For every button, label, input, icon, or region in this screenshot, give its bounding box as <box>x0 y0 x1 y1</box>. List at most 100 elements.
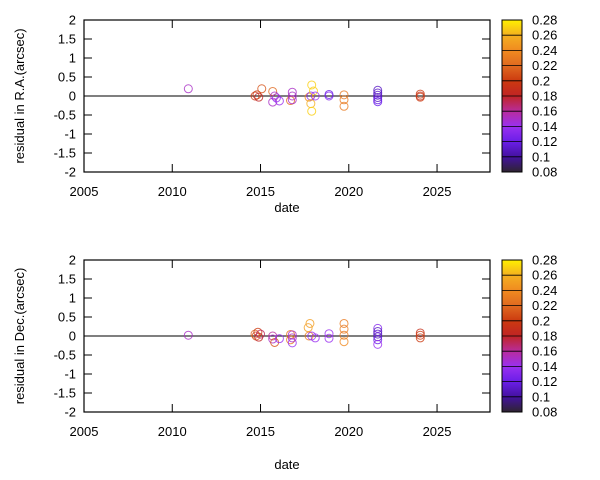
data-point <box>339 318 349 328</box>
x-tick-label: 2015 <box>246 184 275 199</box>
y-tick-label: 1.5 <box>58 32 76 47</box>
data-point <box>339 90 349 100</box>
data-point <box>415 328 425 338</box>
y-tick-label: 0 <box>69 89 76 104</box>
data-point <box>373 85 383 95</box>
y-tick-label: 2 <box>69 253 76 268</box>
data-point <box>373 329 383 339</box>
y-tick-label: -1.5 <box>54 146 76 161</box>
y-axis-label: residual in R.A.(arcsec) <box>12 28 27 163</box>
y-tick-label: -0.5 <box>54 108 76 123</box>
ra-residual-panel: residual in R.A.(arcsec) date -2 -1.5 -1 -0… <box>12 13 557 216</box>
data-point <box>373 335 383 345</box>
y-tick-label: 2 <box>69 13 76 28</box>
data-point <box>307 80 317 90</box>
data-point <box>415 333 425 343</box>
colorbar-tick-label: 0.14 <box>532 359 557 374</box>
data-point <box>339 337 349 347</box>
colorbar-tick-label: 0.18 <box>532 89 557 104</box>
data-point <box>305 318 315 328</box>
x-tick-label: 2020 <box>334 184 363 199</box>
y-tick-label: 0 <box>69 329 76 344</box>
y-tick-label: -2 <box>64 405 76 420</box>
colorbar-tick-label: 0.08 <box>532 165 557 180</box>
data-point <box>415 92 425 102</box>
data-point <box>287 333 297 343</box>
data-point <box>310 333 320 343</box>
data-point <box>287 95 297 105</box>
data-point <box>415 330 425 340</box>
colorbar-tick-label: 0.1 <box>532 149 550 164</box>
data-point <box>373 339 383 349</box>
y-tick-label: -2 <box>64 165 76 180</box>
colorbar-tick-label: 0.12 <box>532 134 557 149</box>
colorbar-tick-label: 0.16 <box>532 344 557 359</box>
dec-residual-panel: residual in Dec.(arcsec) date -2 -1.5 -1 -0… <box>12 253 557 473</box>
y-tick-label: 0.5 <box>58 70 76 85</box>
colorbar-tick-label: 0.2 <box>532 73 550 88</box>
x-axis-label: date <box>274 457 299 472</box>
data-point <box>324 89 334 99</box>
x-tick-label: 2020 <box>334 424 363 439</box>
x-axis-label: date <box>274 200 299 215</box>
colorbar-tick-label: 0.22 <box>532 298 557 313</box>
data-point <box>324 329 334 339</box>
data-point <box>308 86 318 96</box>
data-point <box>250 91 260 101</box>
x-tick-label: 2005 <box>70 424 99 439</box>
data-point <box>324 333 334 343</box>
data-point <box>287 91 297 101</box>
data-point <box>304 92 314 102</box>
data-point <box>339 95 349 105</box>
data-point <box>254 92 264 102</box>
colorbar-tick-label: 0.12 <box>532 374 557 389</box>
colorbar-frame <box>501 19 523 173</box>
colorbar-tick-label: 0.26 <box>532 268 557 283</box>
x-tick-label: 2015 <box>246 424 275 439</box>
y-tick-label: -1.5 <box>54 386 76 401</box>
data-point <box>339 330 349 340</box>
y-tick-label: 1.5 <box>58 272 76 287</box>
colorbar-tick-label: 0.1 <box>532 389 550 404</box>
data-point <box>373 97 383 107</box>
colorbar-tick-label: 0.2 <box>532 313 550 328</box>
colorbar-tick-label: 0.24 <box>532 283 557 298</box>
data-point <box>256 329 266 339</box>
data-point <box>307 106 317 116</box>
colorbar-tick-label: 0.08 <box>532 405 557 420</box>
colorbar-frame <box>501 259 523 413</box>
plot-frame <box>83 19 491 173</box>
y-tick-label: 1 <box>69 51 76 66</box>
data-point <box>271 93 281 103</box>
colorbar-tick-label: 0.26 <box>532 28 557 43</box>
data-point <box>274 334 284 344</box>
y-tick-label: -1 <box>64 367 76 382</box>
x-tick-label: 2010 <box>158 424 187 439</box>
colorbar-tick-label: 0.16 <box>532 104 557 119</box>
y-tick-label: -0.5 <box>54 348 76 363</box>
y-tick-label: 1 <box>69 291 76 306</box>
colorbar-tick-label: 0.14 <box>532 119 557 134</box>
x-tick-label: 2025 <box>423 424 452 439</box>
data-point <box>339 101 349 111</box>
data-point <box>373 90 383 100</box>
y-axis-label: residual in Dec.(arcsec) <box>12 268 27 405</box>
colorbar-tick-label: 0.28 <box>532 253 557 268</box>
y-tick-label: 0.5 <box>58 310 76 325</box>
x-tick-label: 2005 <box>70 184 99 199</box>
data-point <box>373 88 383 98</box>
colorbar-tick-label: 0.22 <box>532 58 557 73</box>
data-point <box>373 93 383 103</box>
data-point <box>257 84 267 94</box>
colorbar-tick-label: 0.24 <box>532 43 557 58</box>
data-point <box>183 330 193 340</box>
data-point <box>287 338 297 348</box>
data-point <box>270 91 280 101</box>
data-point <box>310 91 320 101</box>
data-point <box>339 324 349 334</box>
plot-frame <box>83 259 491 413</box>
x-tick-label: 2025 <box>423 184 452 199</box>
data-point <box>304 331 314 341</box>
data-point <box>252 90 262 100</box>
